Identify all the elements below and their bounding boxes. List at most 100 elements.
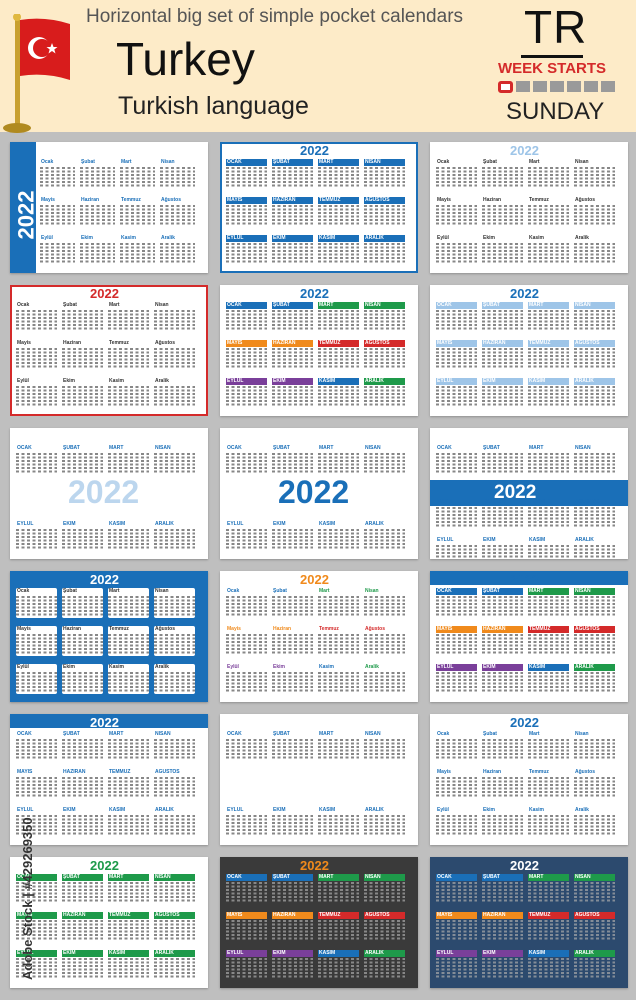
card-side-bar <box>10 142 36 273</box>
month-name: EYLÜL <box>16 950 57 957</box>
month-block: Aralik <box>160 235 195 265</box>
month-name: Ocak <box>227 588 240 594</box>
month-block: Kasim <box>528 235 569 265</box>
month-block: ŞUBAT <box>272 874 313 904</box>
month-block: KASIM <box>528 378 569 408</box>
month-name: NISAN <box>154 874 195 881</box>
month-block: KASIM <box>108 950 149 980</box>
month-name: Aralik <box>161 235 175 241</box>
month-day-grid <box>574 739 615 760</box>
month-day-grid <box>436 310 477 331</box>
month-name: MART <box>108 874 149 881</box>
month-name: Temmuz <box>529 197 549 203</box>
month-day-grid <box>226 815 267 836</box>
month-day-grid <box>16 739 57 760</box>
month-name: NISAN <box>365 445 381 451</box>
month-day-grid <box>574 777 615 798</box>
calendar-year: 2022 <box>278 760 350 796</box>
month-day-grid <box>40 205 75 226</box>
month-name: Haziran <box>81 197 100 203</box>
month-day-grid <box>120 167 155 188</box>
pocket-calendar-card: 2022 OCAK ŞUBAT MART NISAN EYLÜL EKIM KASIM ARAL… <box>10 428 208 559</box>
month-day-grid <box>40 167 75 188</box>
month-block: ŞUBAT <box>62 874 103 904</box>
month-day-grid <box>62 634 103 655</box>
month-block: OCAK <box>226 874 267 904</box>
month-name: Eylül <box>437 235 449 241</box>
month-block: EYLÜL <box>226 807 267 837</box>
month-name: Haziran <box>483 769 502 775</box>
month-name: OCAK <box>227 731 242 737</box>
month-block: Ocak <box>16 588 57 618</box>
month-block: ARALIK <box>364 807 405 837</box>
calendar-year: 2022 <box>68 474 140 510</box>
month-day-grid <box>272 453 313 474</box>
month-day-grid <box>318 453 359 474</box>
month-block: Nisan <box>160 159 195 189</box>
month-name: Nisan <box>155 588 169 594</box>
month-block: OCAK <box>226 731 267 761</box>
month-day-grid <box>272 815 313 836</box>
month-name: HAZIRAN <box>272 912 313 919</box>
month-day-grid <box>62 777 103 798</box>
month-block: MART <box>528 874 569 904</box>
month-name: ARALIK <box>575 537 594 543</box>
month-block: Temmuz <box>318 626 359 656</box>
month-day-grid <box>528 167 569 188</box>
pocket-calendar-card: 2022 OCAK ŞUBAT MART NISAN MAYIS HAZIRAN TEMMUZ… <box>430 571 628 702</box>
month-name: EYLÜL <box>436 950 477 957</box>
month-day-grid <box>364 205 405 226</box>
month-day-grid <box>226 596 267 617</box>
month-day-grid <box>528 882 569 903</box>
month-block: MAYIS <box>436 340 477 370</box>
month-day-grid <box>482 596 523 617</box>
month-day-grid <box>226 243 267 264</box>
month-name: OCAK <box>226 159 267 166</box>
month-name: KASIM <box>319 807 336 813</box>
month-block: NISAN <box>574 302 615 332</box>
month-block: Ocak <box>16 302 57 332</box>
month-day-grid <box>528 958 569 979</box>
month-name: ARALIK <box>574 378 615 385</box>
header-banner: Horizontal big set of simple pocket cale… <box>0 0 636 133</box>
month-day-grid <box>108 596 149 617</box>
month-day-grid <box>226 386 267 407</box>
month-name: Aralik <box>575 235 589 241</box>
month-block: Eylül <box>436 807 477 837</box>
month-name: MART <box>528 588 569 595</box>
month-day-grid <box>120 205 155 226</box>
month-block: Nisan <box>154 302 195 332</box>
month-block: TEMMUZ <box>528 912 569 942</box>
month-day-grid <box>16 920 57 941</box>
month-block: KASIM <box>108 521 149 551</box>
month-day-grid <box>154 529 195 550</box>
month-block: EKIM <box>272 235 313 265</box>
month-day-grid <box>16 815 57 836</box>
month-block: EYLÜL <box>226 950 267 980</box>
month-name: ŞUBAT <box>63 445 80 451</box>
month-name: MART <box>318 874 359 881</box>
month-day-grid <box>16 310 57 331</box>
month-day-grid <box>154 348 195 369</box>
month-block: Mart <box>108 588 149 618</box>
month-block: TEMMUZ <box>318 197 359 227</box>
pocket-calendar-card: 2022 OCAK ŞUBAT MART NISAN MAYIS HAZIRAN TEMMUZ… <box>220 285 418 416</box>
month-day-grid <box>364 596 405 617</box>
month-block: Nisan <box>574 731 615 761</box>
month-name: AĞUSTOS <box>364 340 405 347</box>
month-block: NISAN <box>364 874 405 904</box>
pocket-calendar-card: 2022 OCAK ŞUBAT MART NISAN MAYIS HAZIRAN TEMMUZ… <box>220 857 418 988</box>
month-block: EKIM <box>62 950 103 980</box>
month-block: EKIM <box>272 521 313 551</box>
month-block: HAZIRAN <box>62 912 103 942</box>
month-name: Mayis <box>227 626 241 632</box>
month-name: Eylül <box>227 664 239 670</box>
month-block: HAZIRAN <box>482 626 523 656</box>
month-block: OCAK <box>436 445 477 475</box>
month-day-grid <box>62 348 103 369</box>
month-day-grid <box>62 958 103 979</box>
month-block: AĞUSTOS <box>364 912 405 942</box>
month-name: Şubat <box>273 588 287 594</box>
month-block: Haziran <box>482 197 523 227</box>
month-name: MAYIS <box>16 912 57 919</box>
